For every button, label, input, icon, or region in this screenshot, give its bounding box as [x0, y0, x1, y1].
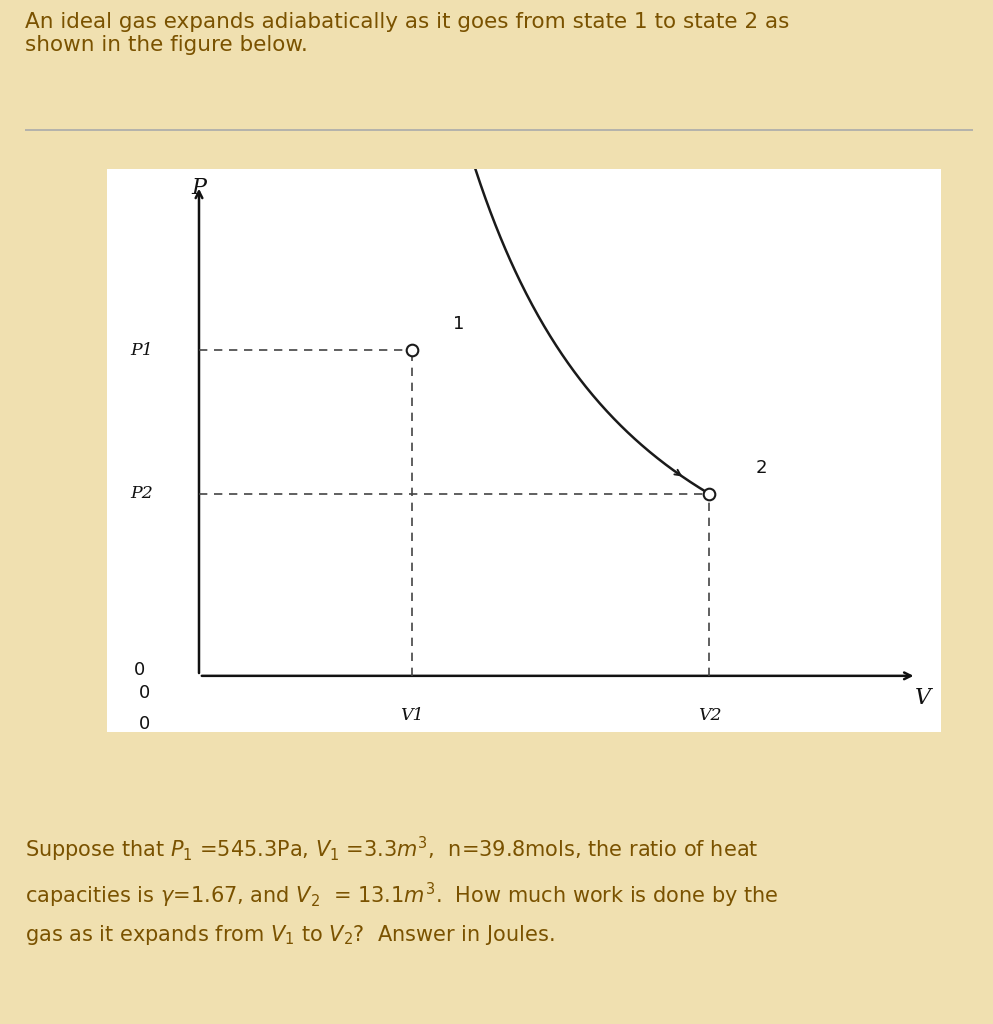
Text: 0: 0	[139, 715, 150, 733]
Point	[404, 342, 420, 358]
Text: 1: 1	[454, 315, 465, 334]
Point	[701, 485, 717, 502]
Text: P2: P2	[130, 485, 153, 503]
Text: 2: 2	[756, 459, 767, 477]
Text: P: P	[192, 177, 207, 200]
Text: V1: V1	[400, 707, 423, 724]
Text: V2: V2	[698, 707, 721, 724]
Text: 0: 0	[133, 662, 145, 679]
Text: Suppose that $P_1$ =545.3Pa, $V_1$ =3.3$m^3$,  n=39.8mols, the ratio of heat
cap: Suppose that $P_1$ =545.3Pa, $V_1$ =3.3$…	[25, 835, 779, 947]
Text: 0: 0	[139, 684, 150, 702]
Text: P1: P1	[130, 342, 153, 358]
Text: V: V	[915, 687, 931, 709]
Text: An ideal gas expands adiabatically as it goes from state 1 to state 2 as
shown i: An ideal gas expands adiabatically as it…	[25, 12, 789, 55]
